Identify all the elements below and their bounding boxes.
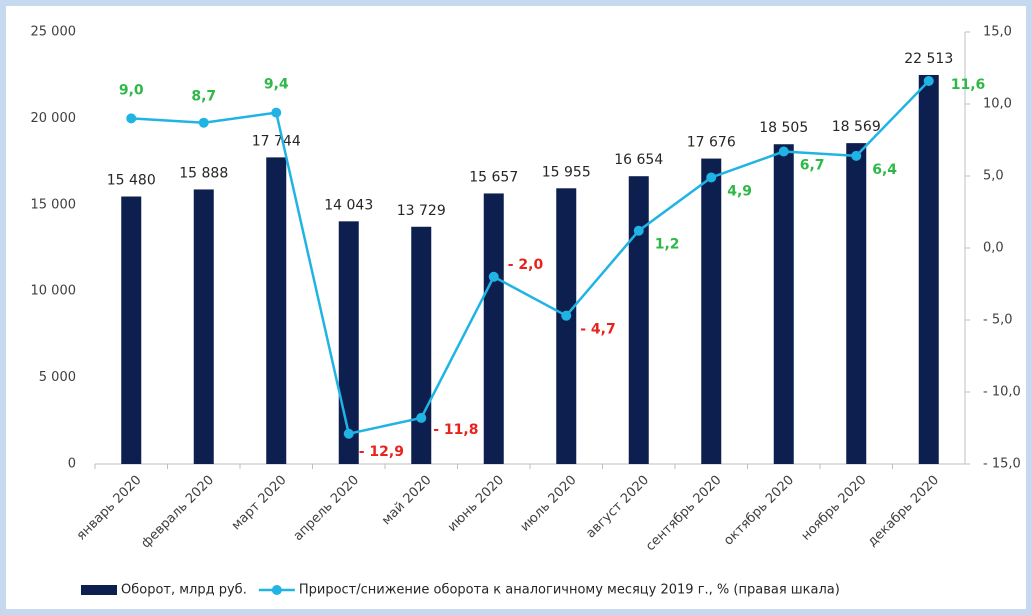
bar-value-label: 17 744 (252, 133, 301, 149)
y2-tick-label: - 5,0 (983, 313, 1013, 328)
bar (411, 226, 432, 464)
x-tick-label: июль 2020 (518, 473, 580, 535)
line-value-label: 4,9 (727, 183, 752, 199)
legend-label: Оборот, млрд руб. (121, 583, 247, 598)
line (131, 80, 930, 436)
line-value-label: 6,7 (800, 158, 825, 174)
x-tick-label: июнь 2020 (445, 473, 507, 535)
legend-swatch (271, 585, 282, 595)
y2-tick-label: 0,0 (983, 241, 1004, 256)
legend-label: Прирост/снижение оборота к аналогичному … (299, 583, 840, 598)
bar (918, 74, 939, 465)
x-tick-label: декабрь 2020 (865, 473, 942, 550)
line-point (488, 271, 499, 282)
x-tick-label: май 2020 (379, 473, 434, 528)
line-value-label: - 4,7 (580, 322, 616, 338)
bar (193, 189, 214, 464)
bar-value-label: 18 505 (759, 120, 808, 136)
bar-value-label: 15 657 (469, 169, 518, 185)
bar (628, 176, 649, 465)
bar (556, 188, 577, 464)
bar (701, 158, 722, 464)
y2-tick-label: 5,0 (983, 169, 1004, 184)
bar (266, 157, 287, 465)
bar-value-label: 15 888 (179, 165, 228, 181)
line-value-label: 9,0 (119, 82, 144, 98)
line-value-label: 1,2 (655, 237, 680, 253)
bar-value-label: 13 729 (397, 203, 446, 219)
y-tick-label: 20 000 (31, 111, 77, 126)
x-tick-label: ноябрь 2020 (799, 473, 870, 544)
y-tick-label: 5 000 (39, 370, 76, 385)
y-tick-label: 15 000 (31, 197, 77, 212)
line-point (561, 310, 572, 321)
bar (483, 193, 504, 465)
y-tick-label: 0 (68, 457, 76, 472)
x-tick-label: сентябрь 2020 (643, 473, 724, 554)
line-value-label: - 11,8 (433, 422, 478, 438)
y2-tick-label: - 15,0 (983, 457, 1021, 472)
line-value-label: 6,4 (872, 162, 897, 178)
line-point (343, 428, 354, 439)
bar-value-label: 14 043 (324, 197, 373, 213)
bar-value-label: 18 569 (832, 119, 881, 135)
y2-tick-label: - 10,0 (983, 385, 1021, 400)
x-tick-label: август 2020 (583, 473, 652, 542)
line-point (126, 113, 137, 124)
y2-tick-label: 10,0 (983, 97, 1012, 112)
line-point (923, 75, 934, 86)
bar-value-label: 17 676 (687, 135, 736, 151)
bar (121, 196, 142, 464)
x-tick-label: март 2020 (229, 473, 290, 534)
x-tick-label: апрель 2020 (291, 473, 362, 544)
y2-tick-label: 15,0 (983, 25, 1012, 40)
line-point (416, 412, 427, 423)
y-tick-label: 10 000 (31, 284, 77, 299)
bar (846, 143, 867, 464)
chart: 0 5 000 10 000 15 000 20 000 25 000 - 15,0 - 10… (31, 25, 1021, 598)
bar-value-label: 15 955 (542, 164, 591, 180)
line-value-label: - 12,9 (359, 444, 404, 460)
line-value-label: 8,7 (191, 89, 216, 105)
bar-value-label: 15 480 (107, 173, 156, 189)
line-point (706, 172, 717, 183)
bar (338, 221, 359, 464)
line-point (271, 107, 282, 118)
x-tick-label: октябрь 2020 (721, 473, 797, 549)
line-point (851, 150, 862, 161)
bar (773, 144, 794, 465)
line-value-label: 11,6 (951, 77, 986, 93)
bar-value-label: 22 513 (904, 51, 953, 67)
line-point (778, 146, 789, 157)
legend-swatch (81, 585, 117, 595)
y-tick-label: 25 000 (31, 25, 77, 40)
bar-value-label: 16 654 (614, 152, 663, 168)
x-tick-label: январь 2020 (74, 473, 145, 544)
line-value-label: 9,4 (264, 77, 289, 93)
line-point (198, 117, 209, 128)
line-point (633, 225, 644, 236)
line-value-label: - 2,0 (508, 257, 544, 273)
x-tick-label: февраль 2020 (138, 473, 217, 552)
